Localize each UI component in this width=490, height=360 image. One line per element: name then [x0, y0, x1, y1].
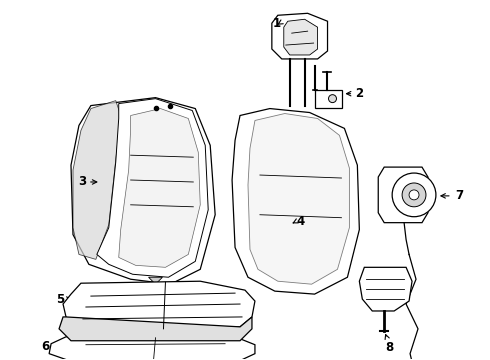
Polygon shape — [97, 99, 208, 277]
Polygon shape — [73, 100, 121, 260]
Polygon shape — [272, 13, 327, 59]
Text: 7: 7 — [455, 189, 463, 202]
Polygon shape — [119, 109, 200, 267]
Text: 1: 1 — [272, 17, 281, 30]
Polygon shape — [248, 113, 349, 284]
Polygon shape — [284, 19, 318, 55]
Text: 5: 5 — [56, 293, 64, 306]
Text: 2: 2 — [355, 87, 364, 100]
Polygon shape — [49, 337, 255, 360]
Circle shape — [328, 95, 337, 103]
Bar — [315, 90, 343, 108]
Circle shape — [402, 183, 426, 207]
Polygon shape — [232, 109, 359, 294]
Polygon shape — [71, 98, 215, 284]
Text: 6: 6 — [41, 340, 49, 353]
Polygon shape — [148, 277, 163, 284]
Polygon shape — [359, 267, 412, 311]
Circle shape — [409, 190, 419, 200]
Text: 4: 4 — [297, 215, 305, 228]
Text: 8: 8 — [385, 341, 393, 354]
Polygon shape — [63, 281, 255, 329]
Polygon shape — [59, 317, 252, 341]
Circle shape — [392, 173, 436, 217]
Text: 3: 3 — [78, 175, 86, 189]
Polygon shape — [378, 167, 428, 223]
